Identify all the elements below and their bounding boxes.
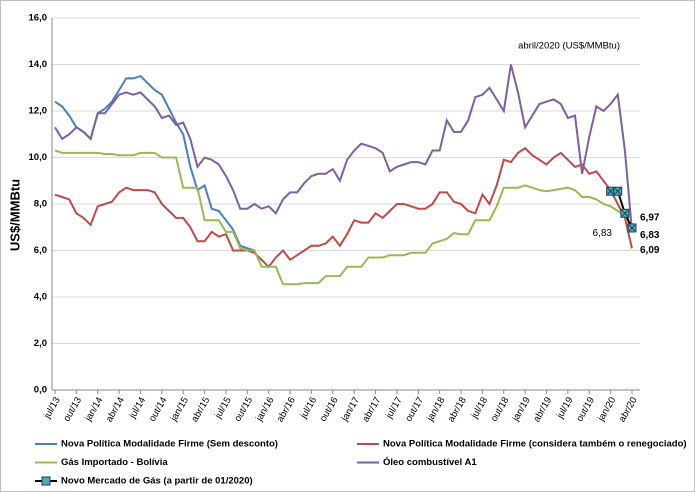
y-tick-label: 6,0 bbox=[34, 245, 47, 256]
annotation: abril/2020 (US$/MMBtu) bbox=[518, 41, 620, 52]
series-line bbox=[54, 146, 633, 269]
value-label: 6,83 bbox=[640, 230, 660, 241]
y-axis-label: US$/MMBtu bbox=[7, 179, 22, 251]
series-line bbox=[54, 149, 633, 286]
marker-cross bbox=[621, 209, 629, 217]
legend-label: Novo Mercado de Gás (a partir de 01/2020… bbox=[61, 476, 253, 487]
y-tick-label: 16,0 bbox=[29, 13, 48, 24]
point-marker bbox=[613, 186, 623, 196]
marker-cross bbox=[614, 187, 622, 195]
y-tick-label: 2,0 bbox=[34, 338, 47, 349]
point-marker bbox=[627, 223, 637, 233]
legend-label: Gás Importado - Bolívia bbox=[61, 457, 168, 468]
legend-label: Nova Política Modalidade Firme (Sem desc… bbox=[61, 439, 278, 450]
marker-cross bbox=[607, 187, 614, 195]
value-label: 6,97 bbox=[640, 213, 660, 224]
y-tick-label: 10,0 bbox=[29, 152, 48, 163]
legend-label: Nova Política Modalidade Firme (consider… bbox=[383, 439, 687, 450]
value-label: 6,09 bbox=[640, 245, 660, 256]
y-tick-label: 0,0 bbox=[34, 385, 47, 396]
value-label: 6,83 bbox=[593, 228, 613, 239]
y-tick-label: 14,0 bbox=[29, 59, 48, 70]
y-tick-label: 4,0 bbox=[34, 292, 47, 303]
y-tick-label: 8,0 bbox=[34, 199, 47, 210]
point-marker bbox=[620, 208, 630, 218]
legend-label: Óleo combustível A1 bbox=[383, 456, 477, 468]
y-tick-label: 12,0 bbox=[29, 106, 48, 117]
marker-cross bbox=[628, 224, 636, 232]
series-line bbox=[54, 64, 633, 232]
legend-marker bbox=[41, 476, 51, 486]
